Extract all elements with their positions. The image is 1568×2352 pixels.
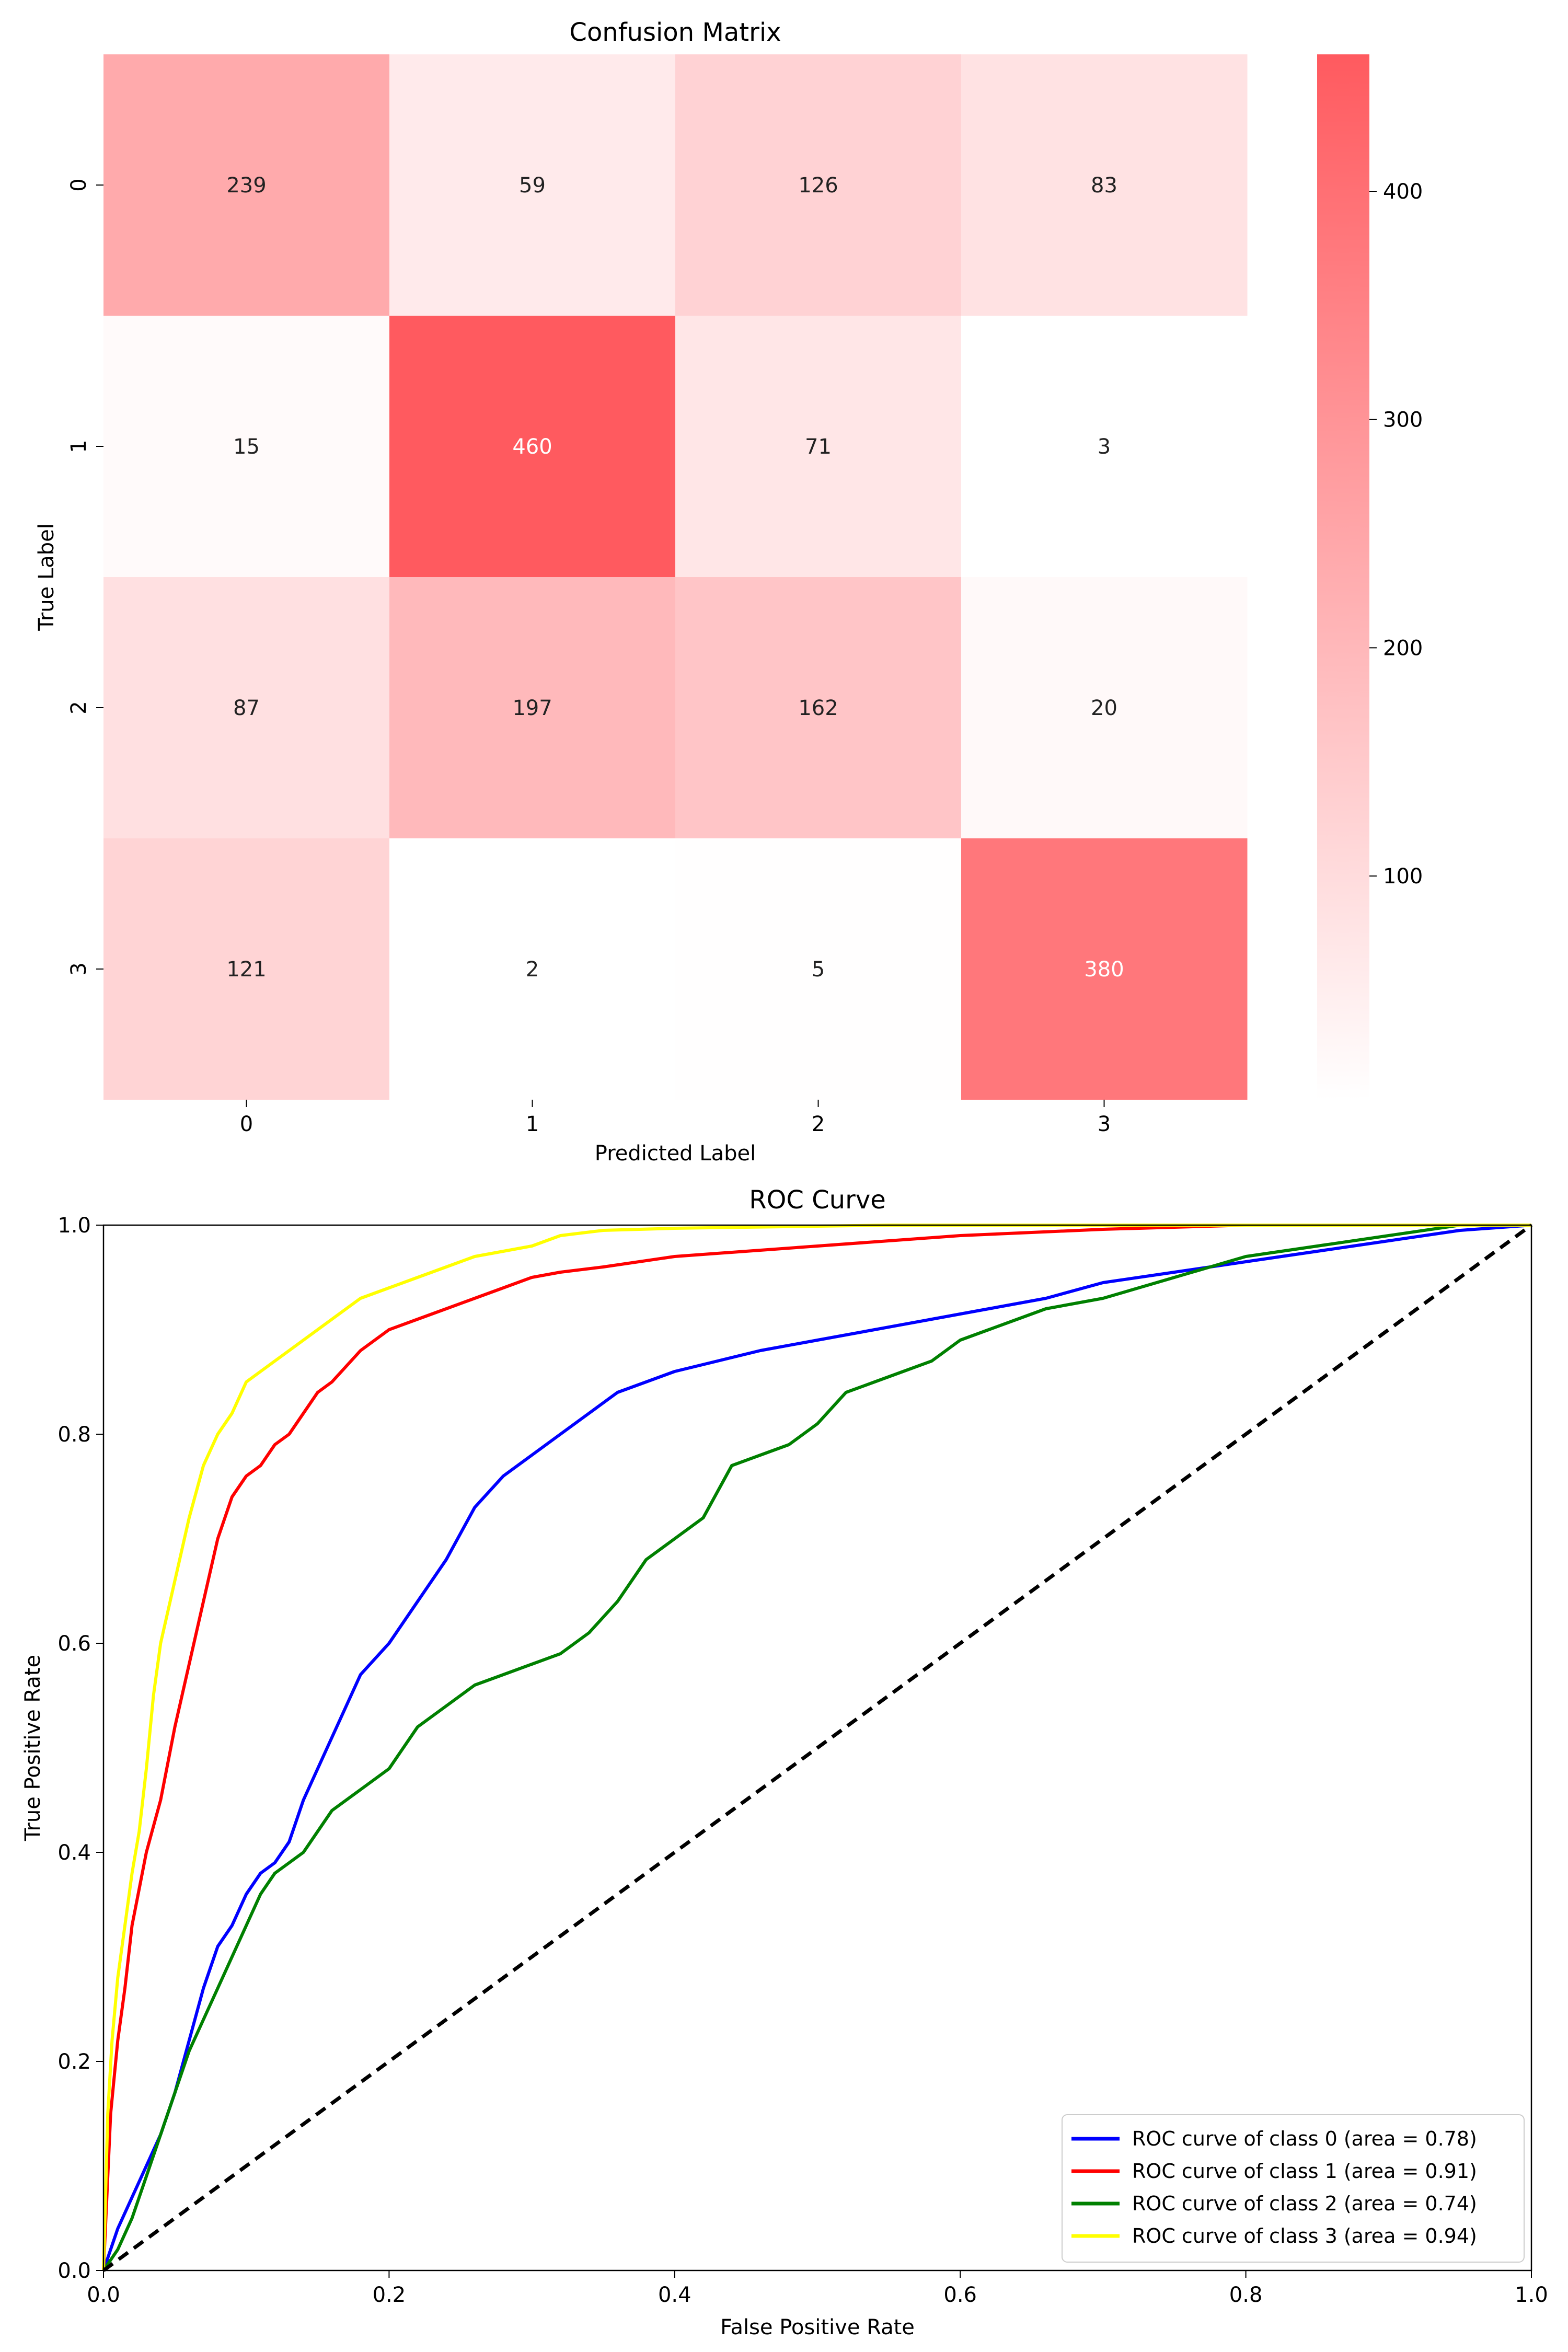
heatmap-cell bbox=[103, 316, 390, 578]
heatmap-cell bbox=[675, 838, 962, 1100]
legend-box bbox=[1062, 2114, 1525, 2263]
y-tick-label: 0.0 bbox=[57, 2259, 91, 2283]
heatmap-cell bbox=[103, 54, 390, 316]
roc-y-axis-label: True Positive Rate bbox=[21, 1655, 45, 1841]
roc-series-line-2 bbox=[102, 1224, 1531, 2272]
heatmap-cell bbox=[961, 577, 1248, 839]
y-tick-label: 2 bbox=[67, 701, 91, 714]
legend-label: ROC curve of class 1 (area = 0.91) bbox=[1132, 2160, 1477, 2183]
heatmap-cell bbox=[103, 838, 390, 1100]
roc-series-line-1 bbox=[102, 1224, 1531, 2271]
x-tick-label: 0 bbox=[240, 1112, 253, 1136]
y-tick-label: 0.4 bbox=[57, 1841, 91, 1865]
heatmap-cell-label: 239 bbox=[226, 174, 266, 198]
heatmap-cell-labels: 239 59 126 83 15 460 71 3 87 197 162 20 121 2 5 380 bbox=[226, 174, 1124, 982]
x-tick-label: 2 bbox=[812, 1112, 825, 1136]
heatmap-cell bbox=[961, 54, 1248, 316]
x-tick-label: 3 bbox=[1098, 1112, 1111, 1136]
heatmap-cell-label: 460 bbox=[512, 435, 552, 459]
roc-legend: ROC curve of class 0 (area = 0.78) ROC cu… bbox=[1062, 2114, 1525, 2263]
y-tick-label: 0.8 bbox=[57, 1423, 91, 1447]
legend-label: ROC curve of class 3 (area = 0.94) bbox=[1132, 2224, 1477, 2247]
heatmap-x-ticks: 0 1 2 3 bbox=[240, 1100, 1111, 1136]
heatmap-y-axis-label: True Label bbox=[34, 523, 59, 631]
heatmap-cell-label: 197 bbox=[512, 696, 552, 720]
legend-items: ROC curve of class 0 (area = 0.78) ROC cu… bbox=[1071, 2127, 1477, 2247]
heatmap-cell-label: 2 bbox=[526, 958, 539, 982]
colorbar-tick-label: 300 bbox=[1383, 408, 1423, 432]
x-tick-label: 0.0 bbox=[87, 2283, 120, 2307]
y-tick-label: 0.6 bbox=[57, 1632, 91, 1656]
heatmap-cell-label: 126 bbox=[798, 174, 838, 198]
colorbar-tick-label: 100 bbox=[1383, 864, 1423, 889]
legend-label: ROC curve of class 0 (area = 0.78) bbox=[1132, 2127, 1477, 2150]
y-tick-label: 0.2 bbox=[57, 2050, 91, 2074]
roc-y-ticks: 0.0 0.2 0.4 0.6 0.8 1.0 bbox=[57, 1214, 103, 2283]
heatmap-cell-label: 71 bbox=[805, 435, 832, 459]
roc-title: ROC Curve bbox=[749, 1185, 886, 1215]
legend-label: ROC curve of class 2 (area = 0.74) bbox=[1132, 2192, 1477, 2215]
heatmap-cell-label: 15 bbox=[233, 435, 260, 459]
heatmap-cells bbox=[103, 54, 1248, 1100]
heatmap-cell bbox=[103, 577, 390, 839]
x-tick-label: 0.4 bbox=[658, 2283, 691, 2307]
heatmap-cell-label: 5 bbox=[812, 958, 825, 982]
heatmap-cell-label: 83 bbox=[1091, 174, 1117, 198]
heatmap-cell-label: 380 bbox=[1084, 958, 1124, 982]
heatmap-cell bbox=[961, 316, 1248, 578]
colorbar-tick-label: 400 bbox=[1383, 180, 1423, 204]
heatmap-cell-label: 3 bbox=[1098, 435, 1111, 459]
heatmap-x-axis-label: Predicted Label bbox=[595, 1142, 756, 1166]
colorbar: 100 200 300 400 bbox=[1317, 54, 1423, 1100]
roc-series-line-3 bbox=[102, 1224, 1531, 2271]
x-tick-label: 1.0 bbox=[1515, 2283, 1548, 2307]
confusion-matrix-title: Confusion Matrix bbox=[569, 18, 781, 47]
heatmap-cell-label: 162 bbox=[798, 696, 838, 720]
chance-diagonal-line bbox=[102, 1224, 1533, 2272]
x-tick-label: 0.8 bbox=[1229, 2283, 1263, 2307]
x-tick-label: 0.6 bbox=[943, 2283, 977, 2307]
roc-x-ticks: 0.0 0.2 0.4 0.6 0.8 1.0 bbox=[87, 2270, 1548, 2307]
heatmap-cell bbox=[389, 838, 676, 1100]
x-tick-label: 1 bbox=[526, 1112, 539, 1136]
heatmap-cell bbox=[675, 316, 962, 578]
y-tick-label: 1.0 bbox=[57, 1214, 91, 1238]
colorbar-tick-label: 200 bbox=[1383, 636, 1423, 660]
heatmap-y-ticks: 0 1 2 3 bbox=[67, 178, 103, 976]
heatmap-cell bbox=[389, 54, 676, 316]
colorbar-ticks: 100 200 300 400 bbox=[1369, 180, 1423, 889]
heatmap-cell-label: 59 bbox=[519, 174, 546, 198]
heatmap-cell bbox=[389, 577, 676, 839]
heatmap-cell-label: 20 bbox=[1091, 696, 1117, 720]
heatmap-cell bbox=[961, 838, 1248, 1100]
roc-x-axis-label: False Positive Rate bbox=[720, 2315, 915, 2339]
heatmap-cell bbox=[675, 577, 962, 839]
colorbar-gradient bbox=[1317, 54, 1369, 1100]
heatmap-cell bbox=[389, 316, 676, 578]
roc-curve-panel: ROC Curve 0.0 0.2 0.4 0.6 0.8 1.0 0.00.20.40.… bbox=[21, 1185, 1548, 2339]
y-tick-label: 0 bbox=[67, 178, 91, 191]
roc-axes-frame bbox=[102, 1224, 1532, 2272]
y-tick-label: 1 bbox=[67, 440, 91, 453]
roc-lines bbox=[102, 1224, 1533, 2272]
heatmap-cell bbox=[675, 54, 962, 316]
x-tick-label: 0.2 bbox=[373, 2283, 406, 2307]
heatmap-cell-label: 121 bbox=[226, 958, 266, 982]
y-tick-label: 3 bbox=[67, 962, 91, 975]
roc-series-line-0 bbox=[102, 1224, 1532, 2271]
heatmap-cell-label: 87 bbox=[233, 696, 260, 720]
